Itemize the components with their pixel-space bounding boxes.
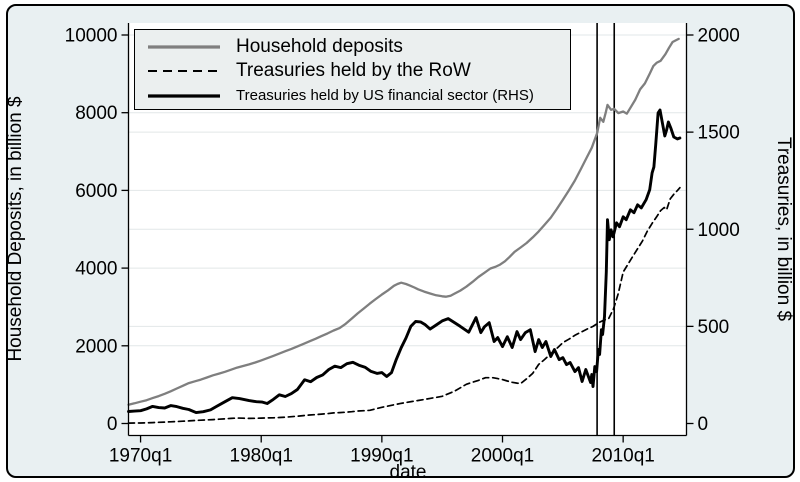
x-tick-label: 2010q1 <box>591 446 654 467</box>
x-tick-label: 1980q1 <box>230 446 293 467</box>
x-axis-title: date <box>390 462 427 482</box>
legend-item-treasuries-us-financial: Treasuries held by US financial sector (… <box>147 83 570 108</box>
chart-legend: Household deposits Treasuries held by th… <box>134 29 571 110</box>
y-right-tick-label: 500 <box>698 317 730 338</box>
y-left-tick-label: 2000 <box>75 336 117 357</box>
y-left-tick-label: 4000 <box>75 259 117 280</box>
legend-label: Household deposits <box>236 36 403 57</box>
y-left-tick-label: 6000 <box>75 181 117 202</box>
y-right-axis-title: Treasuries, in billion $ <box>773 137 794 322</box>
y-right-tick-label: 1500 <box>698 123 740 144</box>
series-line-2 <box>127 108 682 415</box>
legend-item-household-deposits: Household deposits <box>147 35 570 59</box>
x-tick-label: 2000q1 <box>471 446 534 467</box>
x-tick-label: 1990q1 <box>350 446 413 467</box>
legend-item-treasuries-row: Treasuries held by the RoW <box>147 59 570 83</box>
legend-label: Treasuries held by US financial sector (… <box>236 87 534 104</box>
black-dashed-line-icon <box>148 70 220 72</box>
y-right-tick-label: 2000 <box>698 26 740 47</box>
y-right-tick-label: 1000 <box>698 220 740 241</box>
y-left-tick-label: 0 <box>107 414 118 435</box>
x-tick-label: 1970q1 <box>109 446 172 467</box>
legend-label: Treasuries held by the RoW <box>236 60 471 81</box>
gray-solid-line-icon <box>148 45 220 49</box>
y-left-tick-label: 10000 <box>65 26 118 47</box>
series-line-0 <box>127 37 680 406</box>
y-left-tick-label: 8000 <box>75 103 117 124</box>
black-solid-line-icon <box>148 93 220 98</box>
y-left-axis-title: Household Deposits, in billion $ <box>5 96 26 362</box>
y-right-tick-label: 0 <box>698 414 709 435</box>
